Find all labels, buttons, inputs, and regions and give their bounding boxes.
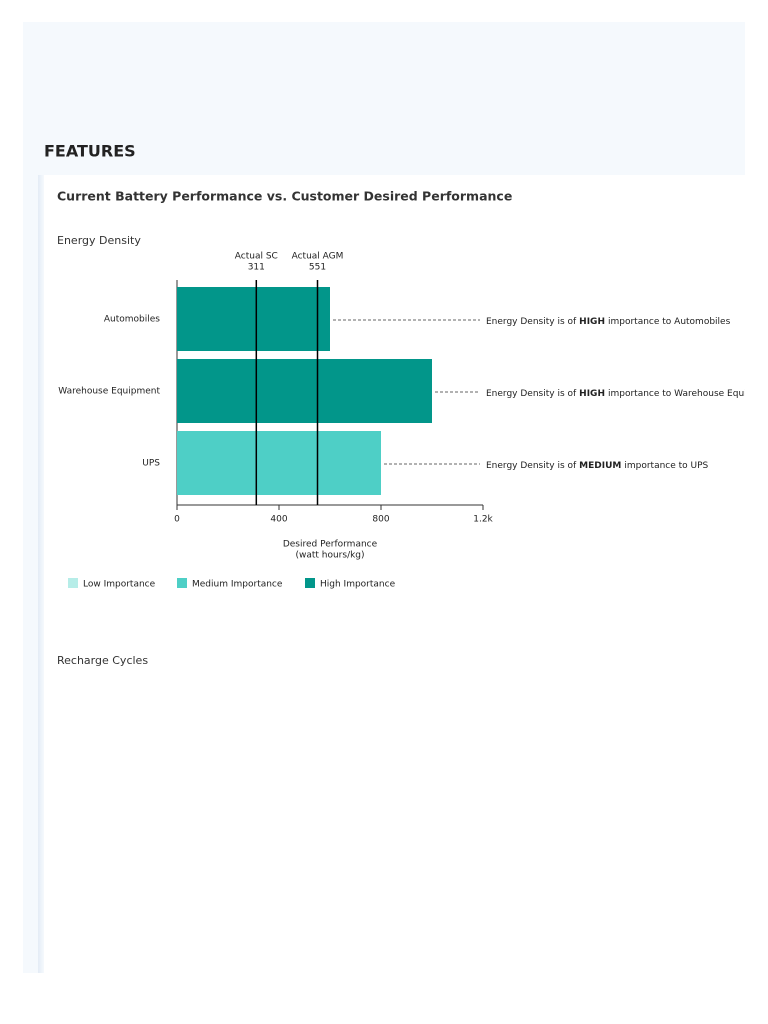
bar	[177, 431, 381, 495]
annotation-emphasis: HIGH	[579, 317, 605, 327]
annotation-text: Energy Density is of	[486, 461, 577, 471]
legend-label: Low Importance	[83, 580, 156, 590]
reference-value: 551	[309, 263, 326, 273]
annotation-text: importance to UPS	[624, 461, 708, 471]
annotation-emphasis: HIGH	[579, 389, 605, 399]
x-tick-label: 800	[372, 515, 389, 525]
x-tick-label: 1.2k	[473, 515, 493, 525]
legend-label: Medium Importance	[192, 580, 283, 590]
x-axis-label: (watt hours/kg)	[295, 551, 364, 561]
section-title: Energy Density	[57, 234, 141, 247]
annotation-text: Energy Density is of	[486, 389, 577, 399]
x-axis-label: Desired Performance	[283, 540, 378, 550]
card-title: Current Battery Performance vs. Customer…	[57, 189, 512, 204]
card-shadow	[38, 175, 44, 973]
annotation: Energy Density is of MEDIUM importance to …	[486, 461, 709, 471]
page-title: FEATURES	[44, 142, 136, 161]
category-label: Automobiles	[104, 315, 160, 325]
legend-swatch	[305, 578, 315, 588]
x-tick-label: 0	[174, 515, 180, 525]
annotation: Energy Density is of HIGH importance to Au…	[486, 317, 731, 327]
reference-label: Actual AGM	[292, 252, 344, 262]
x-tick-label: 400	[270, 515, 287, 525]
annotation-text: importance to Automobiles	[608, 317, 731, 327]
legend-swatch	[68, 578, 78, 588]
legend-swatch	[177, 578, 187, 588]
category-label: Warehouse Equipment	[58, 387, 160, 397]
card	[44, 175, 745, 973]
chart: 0 400 800 1.2k Desired Performance(watt hour…	[58, 252, 768, 590]
annotation-emphasis: MEDIUM	[579, 461, 621, 471]
section-title: Recharge Cycles	[57, 654, 148, 667]
bar	[177, 359, 432, 423]
annotation-text: importance to Warehouse Equipment	[608, 389, 768, 399]
category-label: UPS	[142, 459, 160, 469]
reference-label: Actual SC	[235, 252, 278, 262]
annotation-text: Energy Density is of	[486, 317, 577, 327]
bar	[177, 287, 330, 351]
legend-label: High Importance	[320, 580, 396, 590]
reference-value: 311	[248, 263, 265, 273]
annotation: Energy Density is of HIGH importance to Wa…	[486, 389, 768, 399]
